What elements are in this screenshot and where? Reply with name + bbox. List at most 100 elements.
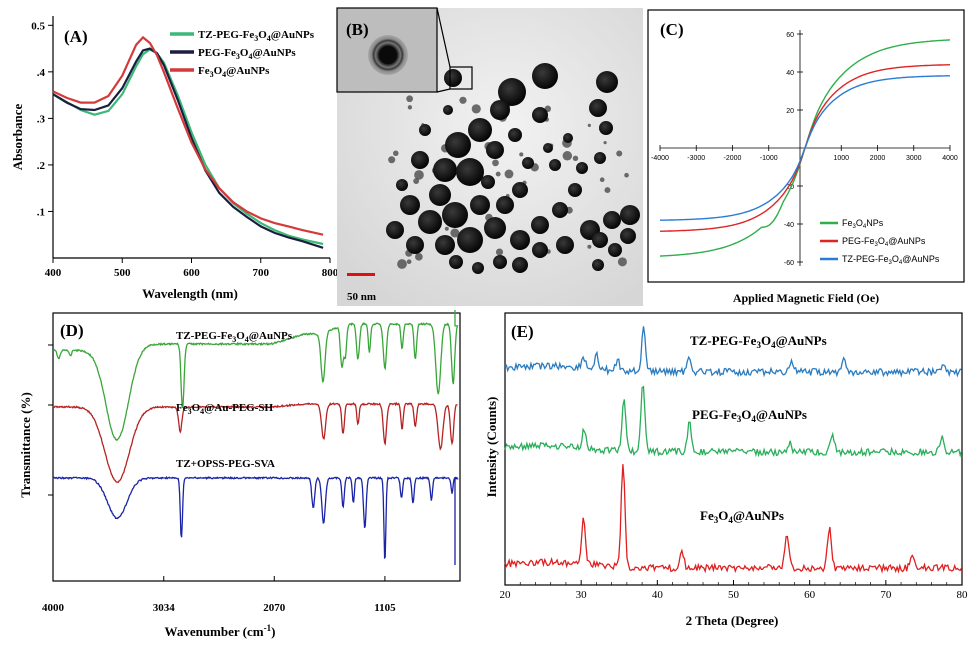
tem-particle — [594, 152, 606, 164]
tem-particle — [496, 196, 514, 214]
tem-particle — [568, 183, 582, 197]
tem-particle — [596, 71, 618, 93]
a-series-line-0 — [52, 48, 324, 246]
tem-particle — [470, 195, 490, 215]
series-label-tz-opss: TZ+OPSS-PEG-SVA — [176, 458, 275, 470]
tem-particle — [472, 262, 484, 274]
tem-particle — [449, 255, 463, 269]
legend-label-fe3o4nps: Fe3O4NPs — [842, 218, 884, 230]
panel-a-series — [52, 35, 324, 249]
d-series-line-2 — [52, 475, 459, 565]
tem-particle — [531, 216, 549, 234]
tem-particle — [589, 99, 607, 117]
e-xtick-label: 80 — [957, 589, 969, 601]
tem-particle — [406, 236, 424, 254]
tem-small-particle — [388, 156, 396, 164]
tem-particle — [493, 255, 507, 269]
d-xtick-label: 2070 — [263, 602, 286, 614]
c-ytick-label: 20 — [786, 108, 794, 115]
c-xtick-label: 3000 — [906, 155, 922, 162]
legend-label-tz-peg: TZ-PEG-Fe3O4@AuNPs — [198, 29, 315, 43]
legend-label-peg: PEG-Fe3O4@AuNPs — [198, 47, 296, 61]
tem-particle — [442, 202, 468, 228]
panel-a-y-label: Absorbance — [10, 104, 25, 171]
legend-label-tz-c: TZ-PEG-Fe3O4@AuNPs — [842, 254, 940, 266]
tem-particle — [419, 124, 431, 136]
tem-particle — [512, 257, 528, 273]
tem-small-particle — [624, 172, 629, 178]
panel-c-x-label: Applied Magnetic Field (Oe) — [733, 291, 879, 305]
d-xtick-label: 4000 — [42, 602, 65, 614]
tem-particle — [549, 159, 561, 171]
a-ytick-label: .3 — [37, 113, 46, 125]
tem-particle — [532, 242, 548, 258]
tem-particle — [512, 182, 528, 198]
tem-small-particle — [414, 170, 424, 180]
panel-e-xrd-chart: (E) 20 30 40 50 60 70 80 TZ-PEG-Fe3O4@AuNPs PE… — [484, 312, 969, 628]
tem-small-particle — [587, 123, 591, 127]
tem-small-particle — [603, 141, 607, 145]
tem-small-particle — [397, 259, 407, 269]
tem-particle — [498, 78, 526, 106]
c-xtick-label: -1000 — [760, 155, 778, 162]
panel-c-ticks: -4000 -3000 -2000 -1000 1000 2000 3000 4000 -60 -… — [651, 32, 958, 267]
c-ytick-label: -40 — [784, 222, 794, 229]
series-label-fe3o4-e: Fe3O4@AuNPs — [700, 508, 784, 525]
tem-small-particle — [406, 259, 412, 265]
panel-d-label: (D) — [60, 321, 84, 340]
d-xtick-label: 3034 — [153, 602, 176, 614]
a-xtick-label: 600 — [183, 267, 200, 279]
tem-small-particle — [587, 244, 592, 249]
a-xtick-label: 800 — [322, 267, 339, 279]
tem-small-particle — [495, 248, 504, 256]
c-xtick-label: -3000 — [687, 155, 705, 162]
panel-c-series — [659, 39, 951, 257]
tem-particle — [556, 236, 574, 254]
panel-e-x-label: 2 Theta (Degree) — [686, 613, 779, 628]
tem-small-particle — [504, 169, 514, 179]
tem-particle — [486, 141, 504, 159]
legend-label-fe3o4: Fe3O4@AuNPs — [198, 65, 270, 79]
e-series-line-2 — [504, 464, 963, 574]
tem-particle — [532, 63, 558, 89]
tem-particle — [411, 151, 429, 169]
tem-particle — [445, 132, 471, 158]
panel-e-y-label: Intensity (Counts) — [484, 397, 499, 498]
e-series-line-0 — [504, 326, 962, 378]
tem-particle — [608, 243, 622, 257]
c-ytick-label: 60 — [786, 32, 794, 39]
scale-bar — [347, 273, 375, 276]
a-ytick-label: 0.5 — [31, 20, 45, 32]
tem-particle — [418, 210, 442, 234]
e-xtick-label: 60 — [804, 589, 816, 601]
tem-particle — [532, 107, 548, 123]
tem-particle — [456, 158, 484, 186]
panel-c-label: (C) — [660, 20, 684, 39]
a-xtick-label: 500 — [114, 267, 131, 279]
panel-a-x-label: Wavelength (nm) — [142, 286, 238, 301]
panel-e-frame — [504, 312, 963, 586]
panel-d-ticks: 4000 3034 2070 1105 — [42, 344, 396, 614]
panel-d-series — [52, 310, 459, 565]
c-xtick-label: -4000 — [651, 155, 669, 162]
e-xtick-label: 50 — [728, 589, 740, 601]
tem-small-particle — [604, 187, 611, 194]
a-ytick-label: .4 — [37, 67, 46, 79]
a-ytick-label: .1 — [37, 206, 45, 218]
tem-small-particle — [616, 150, 623, 157]
tem-small-particle — [407, 105, 413, 110]
e-xtick-label: 70 — [880, 589, 892, 601]
tem-particle — [457, 227, 483, 253]
tem-particle — [563, 133, 573, 143]
tem-small-particle — [617, 257, 627, 267]
e-series-line-1 — [504, 385, 963, 458]
e-xtick-label: 30 — [576, 589, 588, 601]
tem-particle — [592, 259, 604, 271]
tem-small-particle — [572, 155, 579, 162]
tem-particle — [443, 105, 453, 115]
tem-particle — [484, 217, 506, 239]
tem-particle — [396, 179, 408, 191]
tem-particle — [481, 175, 495, 189]
scale-bar-label: 50 nm — [347, 291, 376, 303]
